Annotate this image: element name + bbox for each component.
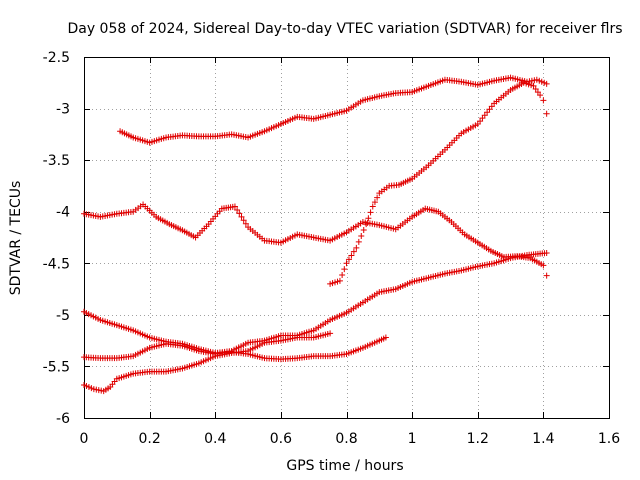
data-point [231, 203, 238, 210]
data-point [336, 277, 343, 284]
x-tick-label: 1.4 [532, 431, 554, 447]
y-tick-label: -2.5 [43, 50, 70, 66]
axis-ticks [84, 57, 610, 419]
y-tick-label: -3.5 [43, 153, 70, 169]
data-point [374, 194, 381, 201]
data-point [532, 85, 539, 92]
x-tick-label: 1.2 [467, 431, 489, 447]
data-point [540, 262, 547, 269]
x-tick-label: 0.2 [138, 431, 160, 447]
x-tick-label: 1 [408, 431, 417, 447]
grid-lines [84, 57, 609, 418]
data-point [369, 203, 376, 210]
x-tick-labels: 0 0.2 0.4 0.6 0.8 1 1.2 1.4 1.6 [80, 431, 621, 447]
data-point [353, 244, 360, 251]
y-tick-label: -5 [56, 308, 70, 324]
data-point [534, 89, 541, 96]
data-point [360, 227, 367, 234]
y-tick-label: -5.5 [43, 359, 70, 375]
data-point [358, 232, 365, 239]
series-5 [81, 330, 334, 395]
data-point [530, 82, 537, 89]
data-point [341, 266, 348, 273]
y-tick-label: -4 [56, 205, 70, 221]
y-tick-labels: -2.5 -3 -3.5 -4 -4.5 -5 -5.5 -6 [43, 50, 70, 427]
data-point [355, 238, 362, 245]
data-point [238, 213, 245, 220]
data-point [327, 330, 334, 337]
x-tick-label: 0.8 [335, 431, 357, 447]
data-point [537, 92, 544, 99]
data-point [543, 249, 550, 256]
data-point [343, 260, 350, 267]
data-point [540, 97, 547, 104]
data-point [350, 248, 357, 255]
data-point [382, 334, 389, 341]
y-axis-label: SDTVAR / TECUs [8, 181, 24, 296]
x-tick-label: 0.6 [270, 431, 292, 447]
data-points [81, 74, 550, 395]
series-6 [327, 79, 550, 287]
y-tick-label: -6 [56, 411, 70, 427]
data-point [242, 220, 249, 227]
data-point [543, 110, 550, 117]
data-point [365, 215, 372, 222]
x-tick-label: 0 [80, 431, 89, 447]
data-point [543, 272, 550, 279]
data-point [367, 209, 374, 216]
data-point [234, 206, 241, 213]
x-tick-label: 0.4 [204, 431, 226, 447]
data-point [240, 217, 247, 224]
data-point [339, 271, 346, 278]
series-3 [81, 249, 550, 357]
data-point [348, 252, 355, 259]
data-point [543, 80, 550, 87]
x-axis-label: GPS time / hours [286, 458, 403, 474]
data-point [371, 199, 378, 206]
data-point [236, 210, 243, 217]
chart-title: Day 058 of 2024, Sidereal Day-to-day VTE… [67, 21, 622, 37]
y-tick-label: -3 [56, 102, 70, 118]
series-2 [81, 201, 550, 279]
data-point [363, 221, 370, 228]
y-tick-label: -4.5 [43, 256, 70, 272]
data-point [345, 256, 352, 263]
x-tick-label: 1.6 [598, 431, 620, 447]
series-1 [117, 74, 550, 146]
